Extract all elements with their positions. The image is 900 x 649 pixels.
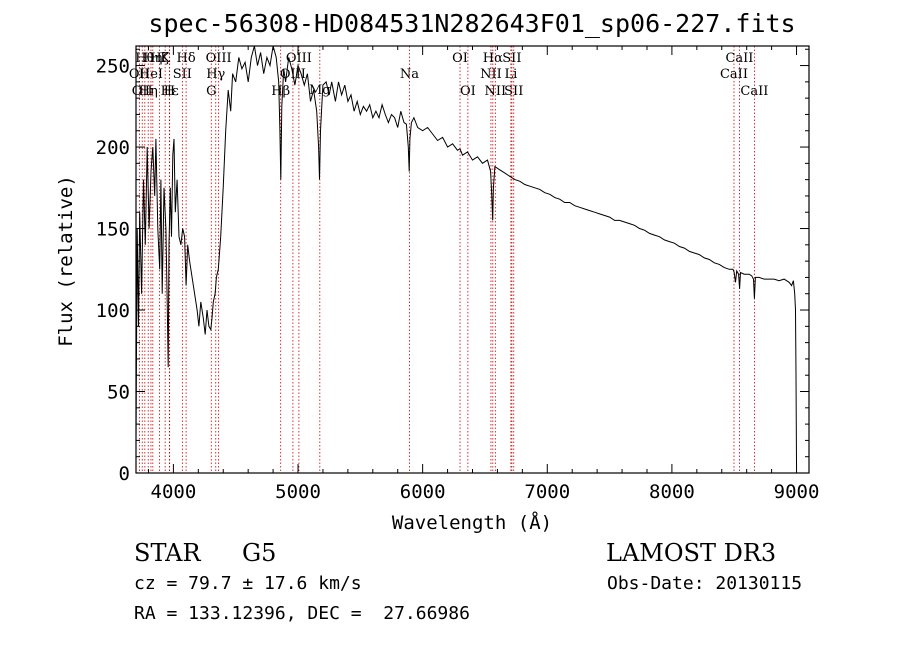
x-tick-label: 6000 [400,481,446,503]
line-marker-label: CaII [725,51,753,66]
line-marker-label: OIII [206,51,232,66]
line-markers [138,46,755,473]
line-marker-label: Na [400,67,419,82]
y-tick-label: 250 [96,56,130,78]
line-marker-label: Hζ [150,51,168,66]
object-subclass: G5 [242,539,277,567]
line-marker-label: OI [460,84,476,99]
line-marker-label: NII [484,84,506,99]
obs-date: Obs-Date: 20130115 [607,573,803,594]
line-marker-label: HeI [139,67,163,82]
line-marker-label: Hη [143,51,162,66]
chart-title: spec-56308-HD084531N282643F01_sp06-227.f… [148,9,795,38]
line-marker-label: Hα [483,51,503,66]
line-marker-label: CaII [720,67,748,82]
x-tick-label: 7000 [524,481,570,503]
spectrum-line [135,45,797,465]
y-axis: 0 50 100 150 200 250 [96,48,809,485]
line-marker-label: NII [480,67,502,82]
line-marker-label: Li [504,67,517,82]
y-tick-label: 100 [96,300,130,322]
line-marker-label: Hη [139,84,158,99]
x-tick-label: 4000 [151,481,197,503]
line-marker-label: G [206,84,216,99]
object-class: STAR [134,539,201,567]
line-marker-label: SII [504,84,523,99]
redshift-info: cz = 79.7 ± 17.6 km/s [134,573,362,594]
line-marker-label: OIII [286,51,312,66]
line-marker-label: Hγ [206,67,225,82]
line-labels: OIIOIIHθHηHeIHηHζKHHεSIIHδGHγOIIIHβOIIIO… [129,51,769,99]
line-marker-label: OI [452,51,468,66]
line-marker-label: SII [502,51,521,66]
coordinates: RA = 133.12396, DEC = 27.66986 [134,603,470,624]
line-marker-label: OII [129,67,150,82]
x-tick-label: 9000 [774,481,820,503]
survey-name: LAMOST DR3 [606,539,777,567]
line-marker-label: Hδ [177,51,196,66]
line-marker-label: SII [173,67,192,82]
line-marker-label: Hθ [135,51,154,66]
x-axis-label: Wavelength (Å) [392,511,552,534]
x-tick-label: 8000 [649,481,695,503]
y-tick-label: 0 [119,463,130,485]
x-axis: 4000 5000 6000 7000 8000 9000 [147,46,820,503]
y-axis-label: Flux (relative) [55,175,77,347]
x-tick-label: 5000 [275,481,321,503]
line-marker-label: Hε [161,84,179,99]
line-marker-label: Hβ [271,84,290,99]
line-marker-label: K [160,51,170,66]
line-marker-label: CaII [740,84,768,99]
line-marker-label: H [164,84,175,99]
line-marker-label: OII [132,84,153,99]
y-tick-label: 200 [96,137,130,159]
y-tick-label: 150 [96,219,130,241]
y-tick-label: 50 [107,382,130,404]
